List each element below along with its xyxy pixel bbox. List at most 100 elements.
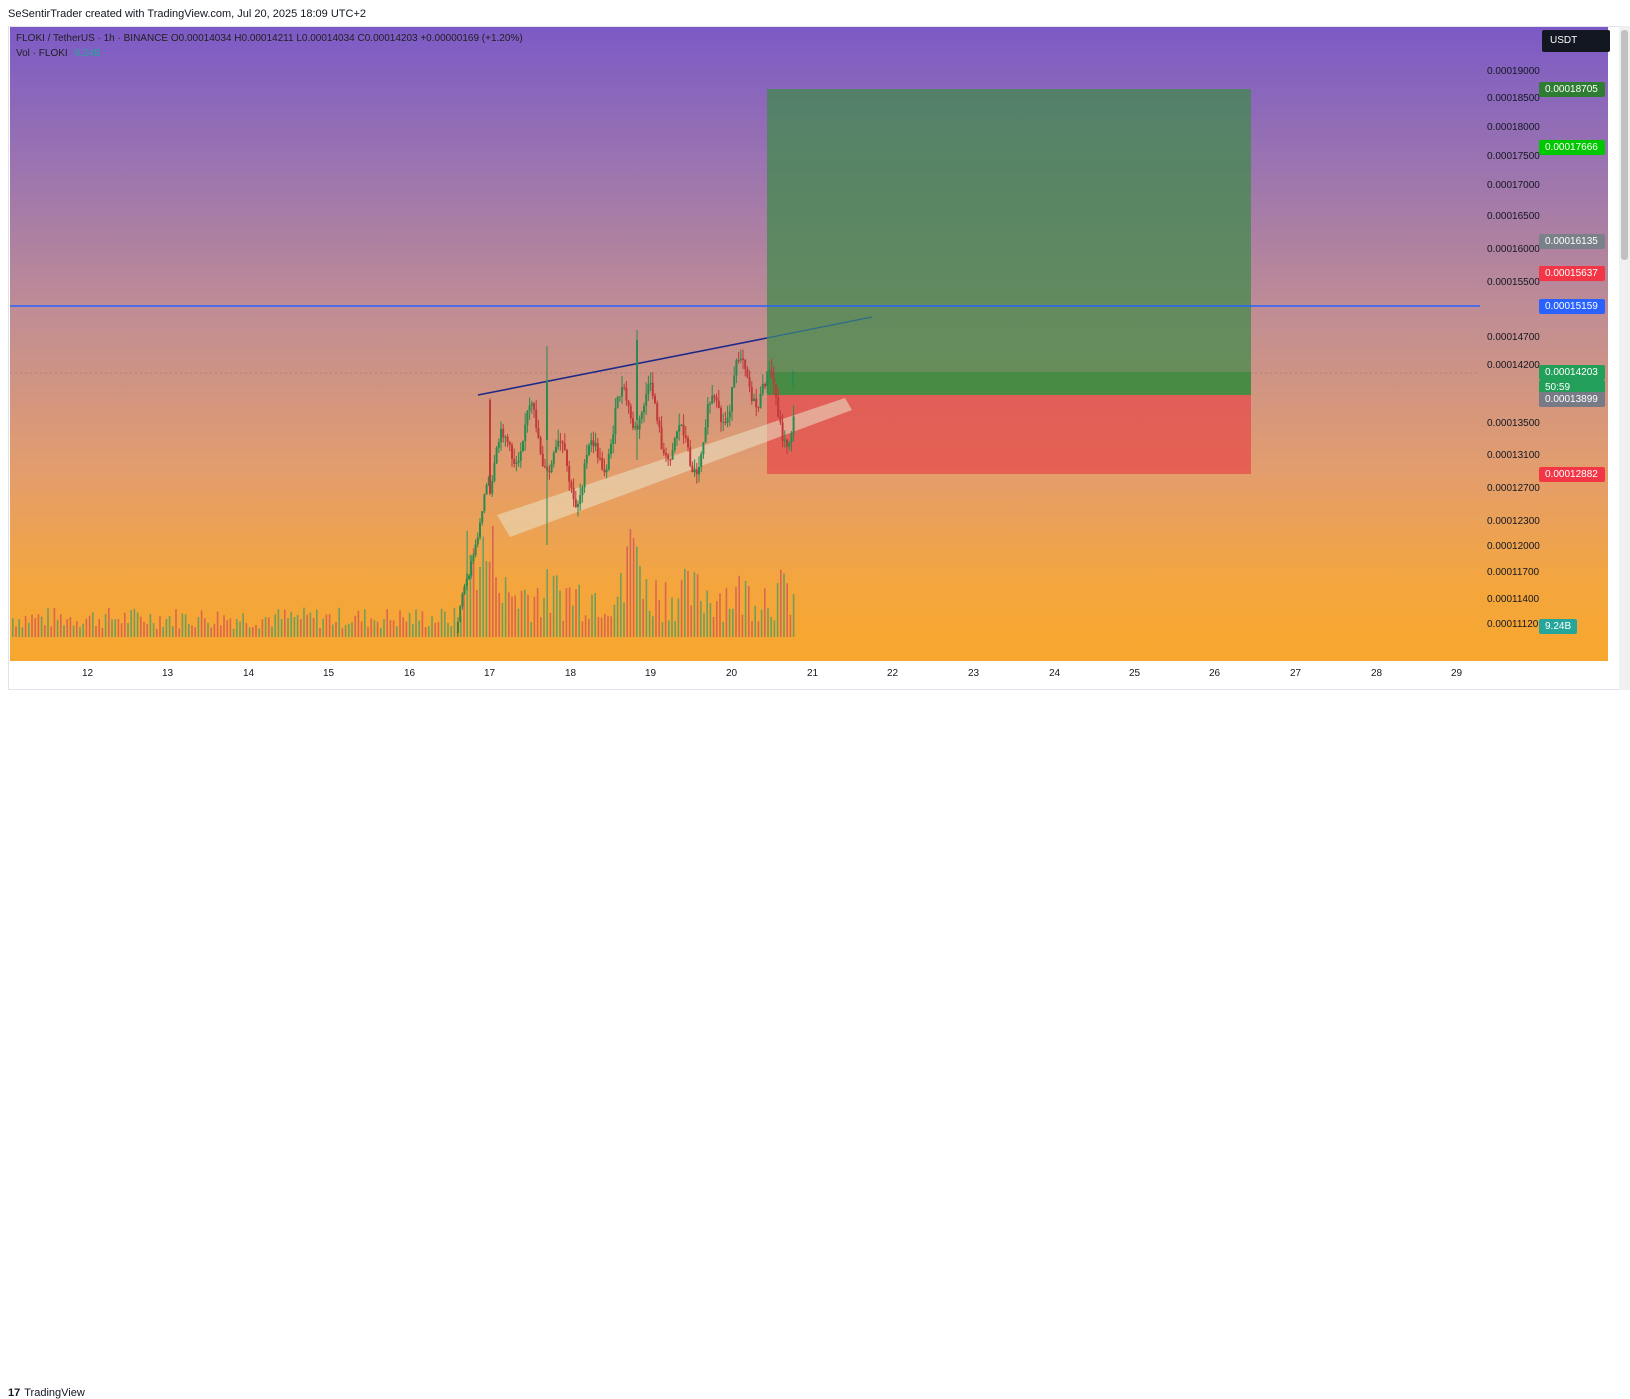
volume-bar xyxy=(85,618,88,637)
candle-body xyxy=(476,537,479,545)
volume-bar xyxy=(312,617,315,637)
candle-body xyxy=(470,561,473,576)
candle-body xyxy=(638,418,641,430)
volume-bar xyxy=(53,607,56,637)
profit-zone xyxy=(767,89,1251,395)
volume-bar xyxy=(328,614,331,637)
volume-bar xyxy=(588,618,590,637)
price-tag: 0.00016135 xyxy=(1539,234,1605,249)
candle-body xyxy=(588,445,590,455)
volume-label: Vol · FLOKI xyxy=(16,48,68,59)
volume-bar xyxy=(242,613,244,637)
date-tick: 22 xyxy=(887,668,899,679)
volume-bar xyxy=(108,607,110,637)
candle-body xyxy=(720,407,722,422)
volume-bar xyxy=(584,615,587,637)
candle-body xyxy=(481,511,484,523)
candle-body xyxy=(700,454,703,468)
volume-bar xyxy=(642,598,644,637)
volume-bar xyxy=(140,616,142,637)
volume-bar xyxy=(658,600,660,637)
volume-bar xyxy=(130,610,132,637)
volume-bar xyxy=(380,627,382,637)
date-tick: 20 xyxy=(726,668,738,679)
volume-bar xyxy=(60,614,62,637)
candle-body xyxy=(459,606,462,622)
volume-bar xyxy=(348,623,350,637)
volume-bar xyxy=(133,608,136,637)
volume-bar xyxy=(56,619,59,637)
volume-bar xyxy=(684,568,686,637)
volume-bar xyxy=(636,546,638,637)
volume-bar xyxy=(447,622,449,637)
volume-bar xyxy=(485,561,488,637)
volume-bar xyxy=(514,595,516,637)
candle-body xyxy=(474,544,477,556)
volume-bar xyxy=(76,621,78,637)
volume-bar xyxy=(536,587,539,637)
volume-bar xyxy=(149,613,152,637)
candle-body xyxy=(687,438,689,448)
date-tick: 27 xyxy=(1290,668,1302,679)
volume-bar xyxy=(776,583,779,637)
currency-button[interactable]: USDT xyxy=(1542,30,1610,52)
candle-body xyxy=(579,495,582,504)
volume-bar xyxy=(578,584,580,637)
volume-bar xyxy=(188,623,190,637)
volume-bar xyxy=(229,618,232,637)
price-tick: 0.00014700 xyxy=(1487,332,1540,343)
symbol-legend[interactable]: FLOKI / TetherUS · 1h · BINANCE O0.00014… xyxy=(16,33,523,44)
volume-bar xyxy=(165,618,168,637)
volume-bar xyxy=(626,546,628,637)
tradingview-logo[interactable]: 17 TradingView xyxy=(8,1387,85,1399)
candle-body xyxy=(487,477,490,486)
volume-bar xyxy=(264,617,267,637)
volume-bar xyxy=(172,626,174,637)
candle-body xyxy=(673,438,676,451)
volume-bar xyxy=(424,627,427,637)
volume-bar xyxy=(117,619,120,637)
candle-body xyxy=(786,439,788,447)
volume-bar xyxy=(306,614,308,637)
volume-bar xyxy=(239,621,241,637)
volume-bar xyxy=(284,609,286,637)
date-tick: 25 xyxy=(1129,668,1141,679)
volume-bar xyxy=(783,573,785,637)
candle-body xyxy=(726,417,729,423)
candle-body xyxy=(735,360,738,376)
page-scrollbar-thumb[interactable] xyxy=(1621,30,1628,260)
volume-bar xyxy=(613,604,616,637)
volume-bar xyxy=(248,627,251,637)
volume-bar xyxy=(252,627,254,637)
candle-body xyxy=(779,416,782,423)
candle-body xyxy=(618,396,621,398)
price-tag: 9.24B xyxy=(1539,619,1577,634)
candle-body xyxy=(555,446,557,453)
volume-bar xyxy=(389,620,392,637)
volume-bar xyxy=(40,616,43,637)
candle-body xyxy=(519,451,522,461)
price-tick: 0.00012300 xyxy=(1487,516,1540,527)
volume-bar xyxy=(261,619,264,637)
volume-bar xyxy=(700,600,702,637)
time-axis[interactable] xyxy=(10,661,1608,689)
volume-bar xyxy=(757,621,760,637)
candle-body xyxy=(568,466,571,482)
page-scrollbar[interactable] xyxy=(1619,26,1630,690)
volume-legend[interactable]: Vol · FLOKI 9.24B xyxy=(16,48,101,59)
volume-bar xyxy=(392,620,395,637)
volume-bar xyxy=(303,607,305,637)
volume-bar xyxy=(332,624,334,637)
candle-body xyxy=(546,380,548,440)
volume-bar xyxy=(344,624,347,637)
volume-bar xyxy=(168,616,171,637)
candle-body xyxy=(616,397,619,409)
candle-body xyxy=(605,469,608,473)
volume-bar xyxy=(632,538,635,637)
price-tick: 0.00012700 xyxy=(1487,483,1540,494)
candle-body xyxy=(744,359,747,369)
volume-bar xyxy=(751,621,753,637)
candle-body xyxy=(636,340,638,420)
volume-bar xyxy=(629,529,632,637)
price-tick: 0.00018500 xyxy=(1487,93,1540,104)
